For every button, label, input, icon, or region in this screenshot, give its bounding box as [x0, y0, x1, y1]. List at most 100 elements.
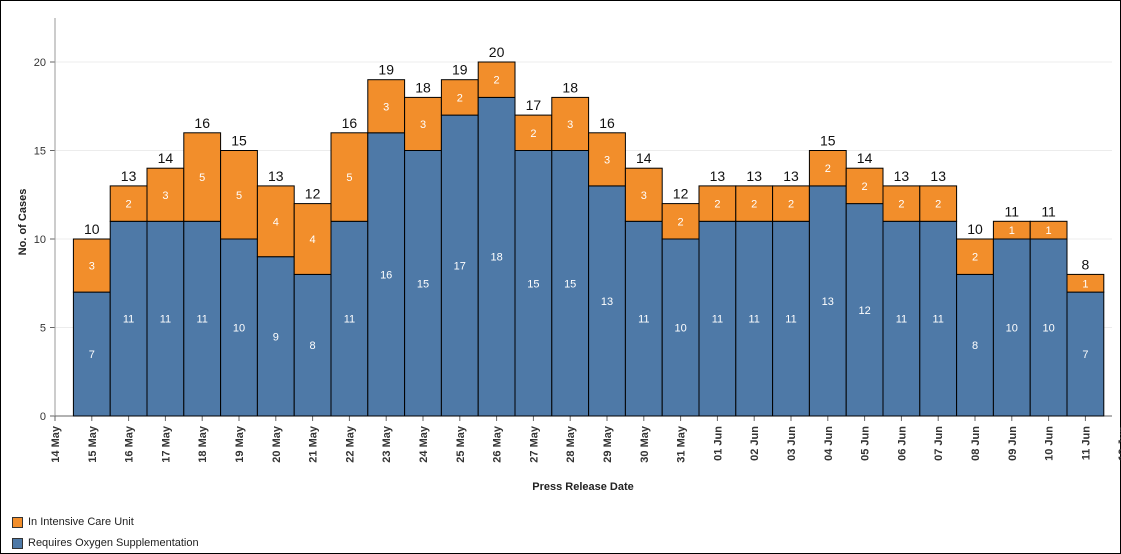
bar-icu	[72, 238, 111, 293]
bar-icu	[256, 185, 295, 258]
x-tick-label: 07 Jun	[933, 426, 945, 461]
bar-total-label: 20	[489, 44, 505, 60]
bar-label-oxygen: 13	[822, 296, 834, 308]
bar-total-label: 17	[526, 97, 542, 113]
bar-oxygen	[220, 238, 258, 417]
bar-label-icu: 2	[714, 199, 720, 211]
bar-label-oxygen: 10	[1006, 323, 1018, 335]
bar-label-icu: 3	[89, 261, 95, 273]
bar-label-icu: 5	[236, 190, 242, 202]
bar-oxygen	[146, 220, 185, 417]
bar-total-label: 8	[1082, 256, 1090, 272]
bar-label-icu: 2	[126, 199, 132, 211]
bar-total-label: 18	[562, 79, 578, 95]
bar-total-label: 14	[857, 150, 873, 166]
bar-total-label: 13	[894, 168, 910, 184]
legend-item-oxygen[interactable]: Requires Oxygen Supplementation	[12, 537, 199, 549]
bar-label-icu: 2	[972, 252, 978, 264]
x-tick-label: 22 May	[344, 425, 356, 463]
bar-label-oxygen: 11	[123, 314, 134, 326]
legend-label-oxygen: Requires Oxygen Supplementation	[28, 537, 199, 549]
bar-label-icu: 1	[1046, 225, 1052, 237]
x-tick-label: 11 Jun	[1080, 426, 1092, 461]
x-tick-label: 03 Jun	[786, 426, 798, 461]
bar-label-oxygen: 11	[748, 314, 759, 326]
bar-label-oxygen: 8	[972, 340, 978, 352]
bar-total-label: 12	[673, 186, 689, 202]
bar-icu	[698, 185, 737, 222]
bar-label-oxygen: 11	[196, 314, 207, 326]
bar-label-icu: 3	[383, 101, 389, 113]
bar-total-label: 14	[636, 150, 652, 166]
bar-oxygen	[735, 220, 774, 417]
bar-label-icu: 3	[162, 190, 168, 202]
bar-label-icu: 2	[825, 163, 831, 175]
bar-oxygen	[772, 220, 810, 417]
bar-oxygen	[293, 273, 332, 417]
bar-label-icu: 2	[751, 199, 757, 211]
x-tick-label: 21 May	[308, 425, 320, 463]
bar-label-oxygen: 16	[380, 269, 392, 281]
bar-oxygen	[624, 220, 663, 417]
x-tick-label: 09 Jun	[1007, 426, 1019, 461]
bar-total-label: 19	[378, 62, 394, 78]
bar-label-oxygen: 15	[527, 278, 539, 290]
bar-oxygen	[551, 150, 590, 417]
bar-label-oxygen: 15	[417, 278, 429, 290]
legend-item-icu[interactable]: In Intensive Care Unit	[12, 516, 134, 528]
bar-total-label: 13	[930, 168, 946, 184]
bar-total-label: 13	[268, 168, 284, 184]
bar-icu	[882, 185, 921, 222]
x-tick-label: 16 May	[124, 425, 136, 463]
legend-swatch-oxygen	[12, 537, 23, 549]
bar-oxygen	[661, 238, 700, 417]
bar-oxygen	[514, 150, 553, 417]
bar-total-label: 13	[121, 168, 137, 184]
bar-label-icu: 2	[530, 128, 536, 140]
bar-total-label: 16	[342, 115, 358, 131]
x-tick-label: 26 May	[492, 425, 504, 463]
x-tick-label: 30 May	[639, 425, 651, 463]
bar-total-label: 16	[599, 115, 615, 131]
bar-icu	[661, 203, 700, 240]
bar-icu	[808, 150, 847, 187]
bar-label-oxygen: 9	[273, 331, 279, 343]
bar-icu	[404, 96, 442, 151]
bar-oxygen	[698, 220, 737, 417]
x-tick-label: 25 May	[455, 425, 467, 463]
x-tick-label: 18 May	[197, 425, 209, 463]
bar-label-icu: 2	[898, 199, 904, 211]
bar-label-icu: 1	[1082, 278, 1088, 290]
y-tick-label: 5	[40, 323, 46, 335]
bar-icu	[220, 150, 258, 240]
bar-label-icu: 1	[1009, 225, 1015, 237]
bar-total-label: 13	[746, 168, 762, 184]
x-axis-label: Press Release Date	[532, 481, 634, 493]
bar-icu	[845, 167, 884, 205]
bar-icu	[1066, 273, 1105, 293]
bar-total-label: 10	[84, 221, 100, 237]
bar-label-oxygen: 13	[601, 296, 613, 308]
bar-label-oxygen: 11	[638, 314, 649, 326]
y-tick-label: 10	[34, 234, 46, 246]
x-tick-label: 01 Jun	[712, 426, 724, 461]
bar-total-label: 10	[967, 221, 983, 237]
bar-label-oxygen: 12	[858, 305, 870, 317]
bar-icu	[956, 238, 994, 275]
y-tick-label: 0	[40, 411, 46, 423]
bar-icu	[772, 185, 810, 222]
bar-label-oxygen: 10	[674, 323, 686, 335]
bar-label-icu: 5	[346, 172, 352, 184]
bar-icu	[183, 132, 222, 222]
bar-label-oxygen: 11	[344, 314, 355, 326]
bar-oxygen	[992, 238, 1031, 417]
bar-total-label: 11	[1005, 203, 1020, 219]
bar-icu	[919, 185, 958, 222]
bar-total-label: 13	[783, 168, 799, 184]
x-tick-label: 27 May	[528, 425, 540, 463]
bar-label-oxygen: 17	[454, 261, 466, 273]
x-tick-label: 08 Jun	[970, 426, 982, 461]
bar-oxygen	[919, 220, 958, 417]
bar-total-label: 15	[820, 133, 836, 149]
x-tick-label: 10 Jun	[1044, 426, 1056, 461]
